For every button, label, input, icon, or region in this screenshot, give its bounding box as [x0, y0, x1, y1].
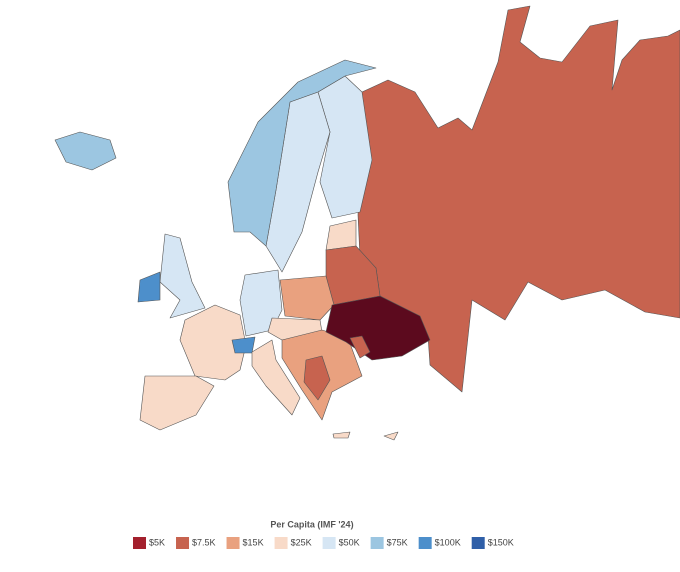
legend-label: $100K — [435, 537, 461, 547]
finland — [317, 75, 373, 219]
legend-label: $25K — [291, 537, 312, 547]
legend-swatch — [176, 537, 190, 549]
legend-label: $50K — [339, 537, 360, 547]
legend-swatch — [226, 537, 240, 549]
legend-swatch — [471, 537, 485, 549]
legend-label: $7.5K — [192, 537, 216, 547]
legend-swatch — [274, 537, 288, 549]
legend-label: $75K — [387, 537, 408, 547]
legend-swatch — [322, 537, 336, 549]
baltics — [325, 219, 357, 251]
crete — [332, 431, 351, 439]
legend-swatch — [133, 537, 146, 549]
countries — [54, 5, 680, 441]
legend-title: Per Capita (IMF '24) — [270, 519, 353, 529]
legend-label: $5K — [149, 537, 165, 547]
cyprus — [383, 431, 399, 441]
iceland — [54, 131, 117, 171]
france — [179, 304, 247, 381]
legend-label: $15K — [243, 537, 264, 547]
uk — [159, 233, 206, 319]
legend: $5K $7.5K $15K $25K $50K $75K $100K $150K — [133, 537, 514, 549]
serbia-area — [303, 355, 331, 401]
ukraine — [325, 295, 431, 361]
poland — [279, 275, 335, 321]
ireland — [137, 271, 161, 303]
norway — [227, 59, 377, 247]
legend-label: $150K — [488, 537, 514, 547]
italy — [251, 339, 301, 416]
legend-swatch — [418, 537, 432, 549]
switzerland — [231, 336, 256, 354]
legend-swatch — [370, 537, 384, 549]
moldova — [349, 335, 371, 359]
iberia — [139, 375, 215, 431]
